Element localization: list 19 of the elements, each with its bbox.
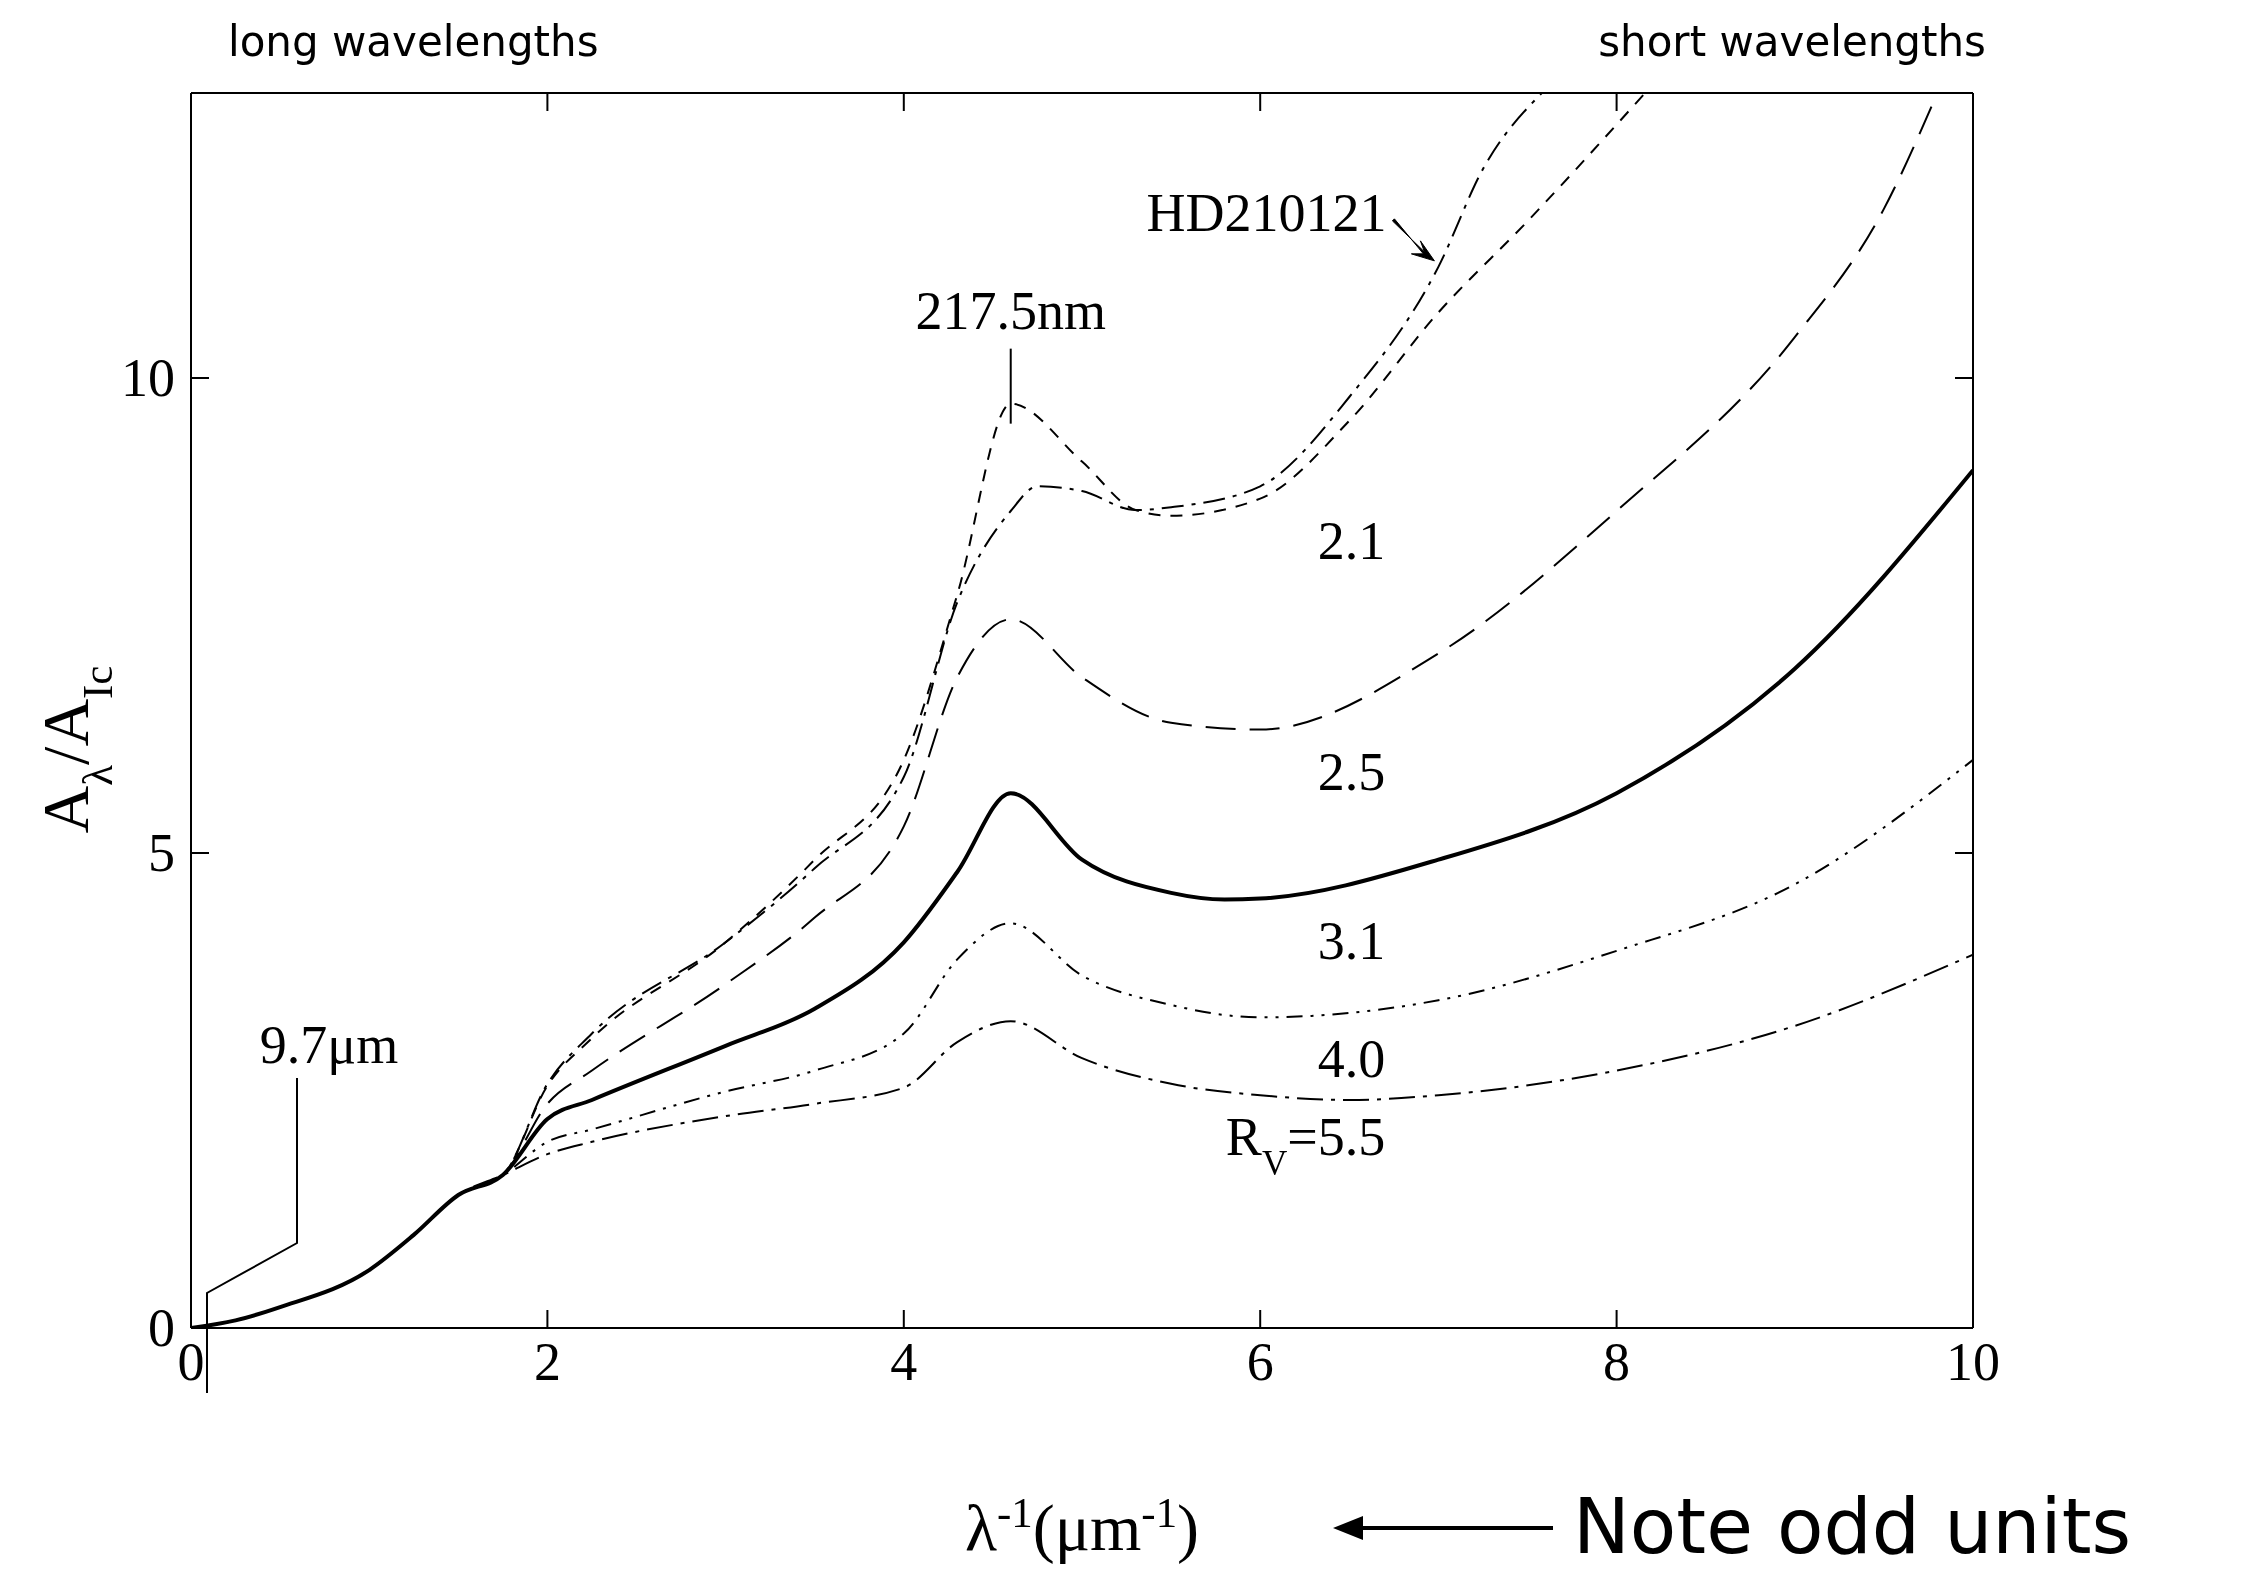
annotation: 9.7μm (259, 1015, 399, 1075)
series-label: 2.1 (1317, 510, 1386, 571)
series-label: 3.1 (1317, 910, 1386, 971)
series-label: 2.5 (1317, 741, 1386, 802)
x-tick-label: 8 (1603, 1332, 1631, 1392)
text: long wavelengths (228, 17, 599, 66)
y-tick-label: 10 (121, 348, 175, 408)
text: Note odd units (1573, 1482, 2132, 1571)
x-tick-label: 2 (533, 1332, 561, 1392)
x-axis-title: λ$^{-1}$(μm$^{-1}$) (964, 1488, 1200, 1565)
y-tick-label: 5 (148, 823, 175, 883)
x-tick-label: 10 (1946, 1332, 2000, 1392)
series-label: HD210121 (1146, 182, 1387, 243)
text: short wavelengths (1598, 17, 1986, 66)
annotation: 217.5nm (915, 280, 1106, 341)
x-tick-label: 4 (890, 1332, 918, 1392)
series-label: 4.0 (1317, 1029, 1386, 1090)
series-label: R$_{V}$=5.5 (1225, 1107, 1386, 1183)
x-tick-label: 6 (1246, 1332, 1274, 1392)
